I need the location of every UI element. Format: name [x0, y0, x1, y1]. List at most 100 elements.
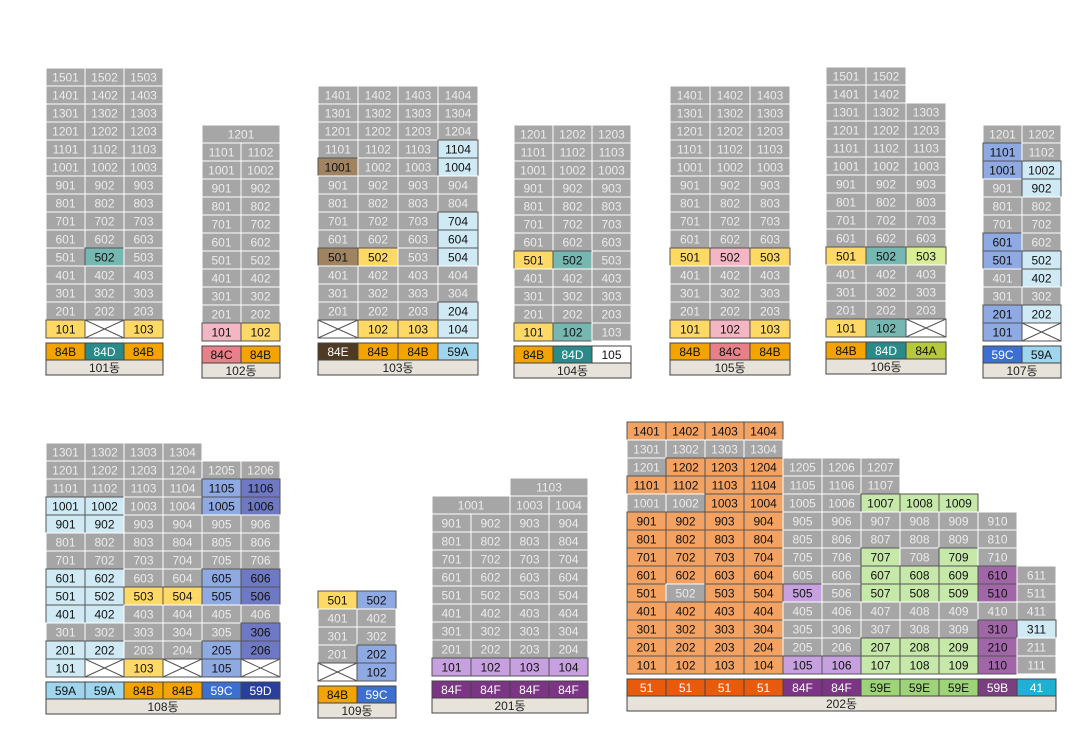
unit-cell: 503	[123, 586, 164, 606]
unit-number: 401	[836, 268, 856, 282]
unit-number: 902	[1031, 182, 1051, 196]
unit-number: 802	[250, 200, 270, 214]
unit-number: 1103	[913, 142, 939, 156]
unit-number: 205	[792, 641, 812, 655]
unit-cell: 803	[123, 532, 164, 552]
unit-number: 704	[448, 215, 468, 229]
unit-cell: 602	[84, 568, 125, 588]
unit-number: 602	[675, 569, 695, 583]
unit-number: 201	[55, 644, 75, 658]
unit-cell: 204	[437, 301, 479, 321]
unit-number: 1202	[672, 461, 699, 475]
unit-number: 507	[870, 587, 890, 601]
unit-cell: 502	[709, 247, 751, 267]
unit-number: 101	[441, 661, 461, 675]
unit-cell: 101	[982, 322, 1023, 342]
unit-number: 203	[408, 305, 428, 319]
unit-number: 304	[558, 625, 578, 639]
unit-cell: 805	[782, 529, 823, 549]
unit-number: 401	[441, 607, 461, 621]
unit-number: 901	[523, 182, 543, 196]
unit-number: 808	[909, 533, 929, 547]
unit-number: 602	[720, 233, 740, 247]
unit-number: 803	[916, 196, 936, 210]
unit-cell: 604	[437, 229, 479, 249]
unit-number: 302	[720, 287, 740, 301]
unit-number: 1303	[130, 107, 157, 121]
unit-number: 1302	[365, 107, 392, 121]
unit-number: 1402	[873, 88, 900, 102]
unit-number: 1102	[873, 142, 899, 156]
unit-number: 701	[328, 215, 348, 229]
unit-number: 1006	[828, 497, 855, 511]
unit-cell: 903	[397, 175, 439, 195]
unit-number: 901	[636, 515, 656, 529]
unit-cell: 704	[162, 550, 203, 570]
unit-cell: 902	[240, 178, 281, 198]
unit-number: 1105	[209, 482, 235, 496]
unit-number: 702	[876, 214, 896, 228]
unit-number: 801	[992, 200, 1012, 214]
unit-cell: 306	[240, 622, 281, 642]
unit-cell: 601	[626, 565, 667, 585]
unit-number: 1502	[873, 70, 900, 84]
unit-cell: 601	[982, 232, 1023, 252]
unit-number: 403	[133, 269, 153, 283]
unit-cell: 804	[548, 531, 589, 551]
unit-cell: 102	[552, 322, 593, 342]
unit-cell: 501	[982, 250, 1023, 270]
unit-cell: 505	[201, 586, 242, 606]
unit-number: 605	[211, 572, 231, 586]
unit-number: 901	[680, 179, 700, 193]
unit-number: 1101	[521, 146, 547, 160]
unit-cell: 402	[1021, 268, 1062, 288]
unit-number: 1104	[445, 143, 471, 157]
unit-number: 401	[55, 608, 75, 622]
unit-cell: 1303	[397, 103, 439, 123]
unit-number: 504	[753, 587, 773, 601]
unit-number: 703	[133, 554, 153, 568]
unit-cell: 202	[865, 300, 907, 320]
unit-cell: 902	[865, 174, 907, 194]
svg-text:84A: 84A	[915, 344, 936, 358]
unit-cell: 1201	[45, 460, 86, 480]
unit-type-label: 84F	[821, 678, 862, 697]
unit-cell: 702	[865, 210, 907, 230]
unit-number: 1001	[677, 161, 704, 175]
unit-number: 103	[760, 323, 780, 337]
unit-cell: 101	[825, 318, 867, 338]
unit-cell: 1103	[905, 138, 947, 158]
unit-number: 802	[94, 536, 114, 550]
unit-cell: 1203	[749, 121, 791, 141]
unit-cell: 803	[123, 193, 164, 213]
building-2: 1201 1101 1102 1001 1002 901 902 801 802 701 702 60…	[201, 124, 281, 379]
unit-cell: 1006	[240, 496, 281, 516]
svg-text:84B: 84B	[407, 345, 428, 359]
unit-number: 604	[753, 569, 773, 583]
svg-text:202동: 202동	[826, 697, 857, 711]
unit-cell: 703	[591, 214, 632, 234]
unit-cell: 1201	[45, 121, 86, 141]
unit-number: 1205	[789, 461, 816, 475]
unit-cell: 902	[357, 175, 399, 195]
unit-number: 801	[636, 533, 656, 547]
unit-number: 601	[680, 233, 700, 247]
unit-number: 901	[992, 182, 1012, 196]
unit-number: 201	[992, 308, 1012, 322]
unit-cell: 904	[743, 511, 784, 531]
unit-cell: 1303	[749, 103, 791, 123]
unit-number: 104	[753, 659, 773, 673]
unit-cell-empty	[84, 319, 125, 339]
unit-number: 402	[1031, 272, 1051, 286]
svg-text:59C: 59C	[210, 684, 232, 698]
unit-cell: 1101	[513, 142, 554, 162]
unit-cell: 502	[665, 583, 706, 603]
unit-cell: 1103	[704, 475, 745, 495]
unit-number: 102	[366, 666, 386, 680]
unit-cell: 603	[509, 567, 550, 587]
unit-number: 401	[992, 272, 1012, 286]
unit-number: 501	[523, 254, 543, 268]
unit-number: 802	[876, 196, 896, 210]
svg-text:51: 51	[757, 681, 771, 695]
unit-number: 102	[720, 323, 740, 337]
